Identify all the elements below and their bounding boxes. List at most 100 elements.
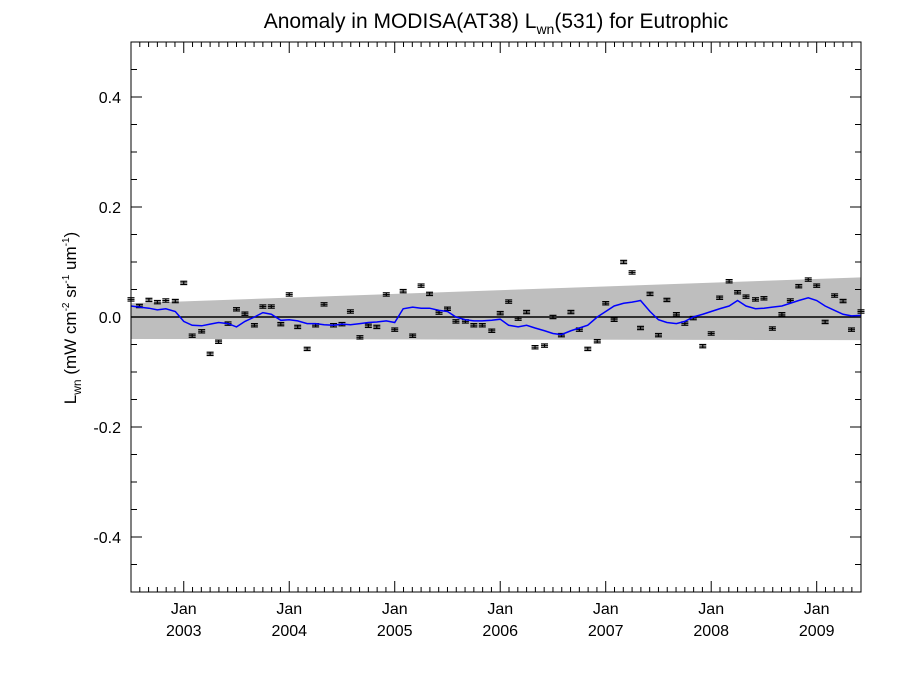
anomaly-point	[768, 326, 776, 331]
anomaly-point	[153, 299, 161, 305]
anomaly-point	[409, 333, 417, 338]
anomaly-point	[267, 304, 275, 309]
y-axis-label-sup2: -1	[61, 274, 72, 283]
anomaly-point	[303, 346, 311, 352]
y-axis-label-sup1: -2	[61, 302, 72, 311]
x-tick-month-label: Jan	[276, 601, 302, 618]
anomaly-point	[531, 345, 539, 350]
x-tick-year-label: 2003	[166, 623, 202, 640]
anomaly-point	[373, 324, 381, 330]
y-axis-label-main: L	[61, 395, 80, 404]
anomaly-point	[593, 338, 601, 344]
anomaly-point	[320, 302, 328, 307]
x-tick-month-label: Jan	[698, 601, 724, 618]
anomaly-point	[637, 325, 645, 331]
anomaly-point	[523, 309, 531, 315]
y-tick-labels: -0.4 -0.2 0.0 0.2 0.4	[93, 90, 121, 547]
anomaly-point	[672, 312, 680, 317]
anomaly-point	[699, 343, 707, 349]
anomaly-point	[742, 294, 750, 299]
anomaly-point	[215, 339, 223, 344]
anomaly-point	[804, 277, 812, 282]
axis-ticks	[131, 42, 861, 592]
anomaly-point	[821, 319, 829, 325]
anomaly-point	[584, 346, 592, 352]
x-tick-year-label: 2007	[588, 623, 624, 640]
anomaly-points	[127, 259, 865, 357]
anomaly-point	[654, 332, 662, 338]
anomaly-point	[602, 301, 610, 306]
x-tick-month-label: Jan	[804, 601, 830, 618]
anomaly-point	[725, 279, 733, 284]
anomaly-point	[628, 270, 636, 275]
y-axis-label-main-sub: wn	[70, 379, 84, 395]
x-tick-month-label: Jan	[171, 601, 197, 618]
anomaly-point	[241, 311, 249, 316]
anomaly-point	[813, 283, 821, 288]
anomaly-point	[188, 333, 196, 338]
y-tick-label: -0.2	[93, 420, 121, 437]
anomaly-point	[171, 298, 179, 304]
anomaly-point	[786, 298, 794, 303]
y-tick-label: 0.4	[99, 90, 121, 107]
anomaly-point	[549, 314, 557, 320]
y-tick-label: 0.0	[99, 310, 121, 327]
anomaly-point	[620, 259, 628, 265]
anomaly-point	[848, 327, 856, 332]
chart-title-prefix: Anomaly in MODISA(AT38) L	[264, 10, 537, 33]
anomaly-point	[831, 293, 839, 298]
anomaly-point	[145, 297, 153, 303]
y-axis-label: Lwn (mW cm-2 sr-1 um-1)	[61, 232, 84, 404]
anomaly-point	[346, 309, 354, 314]
anomaly-point	[382, 292, 390, 297]
y-axis-label-mid: sr	[61, 283, 80, 302]
x-tick-month-label: Jan	[382, 601, 408, 618]
anomaly-point	[162, 298, 170, 303]
anomaly-point	[488, 328, 496, 333]
anomaly-point	[707, 331, 715, 336]
anomaly-point	[839, 298, 847, 304]
x-tick-year-label: 2006	[482, 623, 518, 640]
chart-title-suffix: (531) for Eutrophic	[554, 10, 728, 33]
anomaly-point	[716, 295, 724, 300]
y-axis-label-close: )	[61, 232, 80, 238]
y-axis-label-mid2: um	[61, 246, 80, 274]
y-axis-label-open: (mW cm	[61, 311, 80, 379]
anomaly-point	[610, 317, 618, 322]
anomaly-point	[399, 288, 407, 294]
anomaly-point	[646, 291, 654, 297]
anomaly-point	[478, 323, 486, 328]
anomaly-point	[294, 324, 302, 330]
y-axis-label-sup3: -1	[61, 237, 72, 246]
anomaly-point	[180, 280, 188, 286]
x-tick-month-label: Jan	[593, 601, 619, 618]
anomaly-point	[277, 321, 285, 327]
anomaly-point	[356, 335, 364, 340]
anomaly-point	[505, 299, 513, 304]
anomaly-point	[250, 323, 258, 328]
anomaly-point	[496, 310, 504, 316]
anomaly-point	[443, 306, 451, 311]
x-tick-month-label: Jan	[487, 601, 513, 618]
anomaly-point	[541, 343, 549, 348]
x-tick-year-label: 2005	[377, 623, 413, 640]
anomaly-point	[734, 290, 742, 295]
anomaly-point	[663, 297, 671, 303]
anomaly-point	[391, 327, 399, 332]
x-tick-year-label: 2004	[271, 623, 307, 640]
x-tick-year-label: 2009	[799, 623, 835, 640]
plot-area: -0.4-0.20.00.20.4 Jan2003Jan2004Jan2005J…	[93, 41, 865, 640]
anomaly-point	[567, 309, 575, 315]
x-tick-labels: Jan 2003 Jan 2004 Jan 2005 Jan 2006 Jan 2007 Jan 20…	[166, 601, 835, 640]
chart-title-subscript: wn	[535, 21, 554, 37]
anomaly-point	[426, 291, 434, 297]
uncertainty-band	[131, 277, 861, 341]
x-tick-year-label: 2008	[693, 623, 729, 640]
plot-frame	[130, 41, 862, 593]
anomaly-point	[206, 351, 214, 357]
chart-title: Anomaly in MODISA(AT38) Lwn(531) for Eut…	[264, 10, 729, 37]
anomaly-point	[760, 296, 768, 301]
anomaly-point	[364, 323, 372, 329]
anomaly-point	[198, 329, 206, 334]
